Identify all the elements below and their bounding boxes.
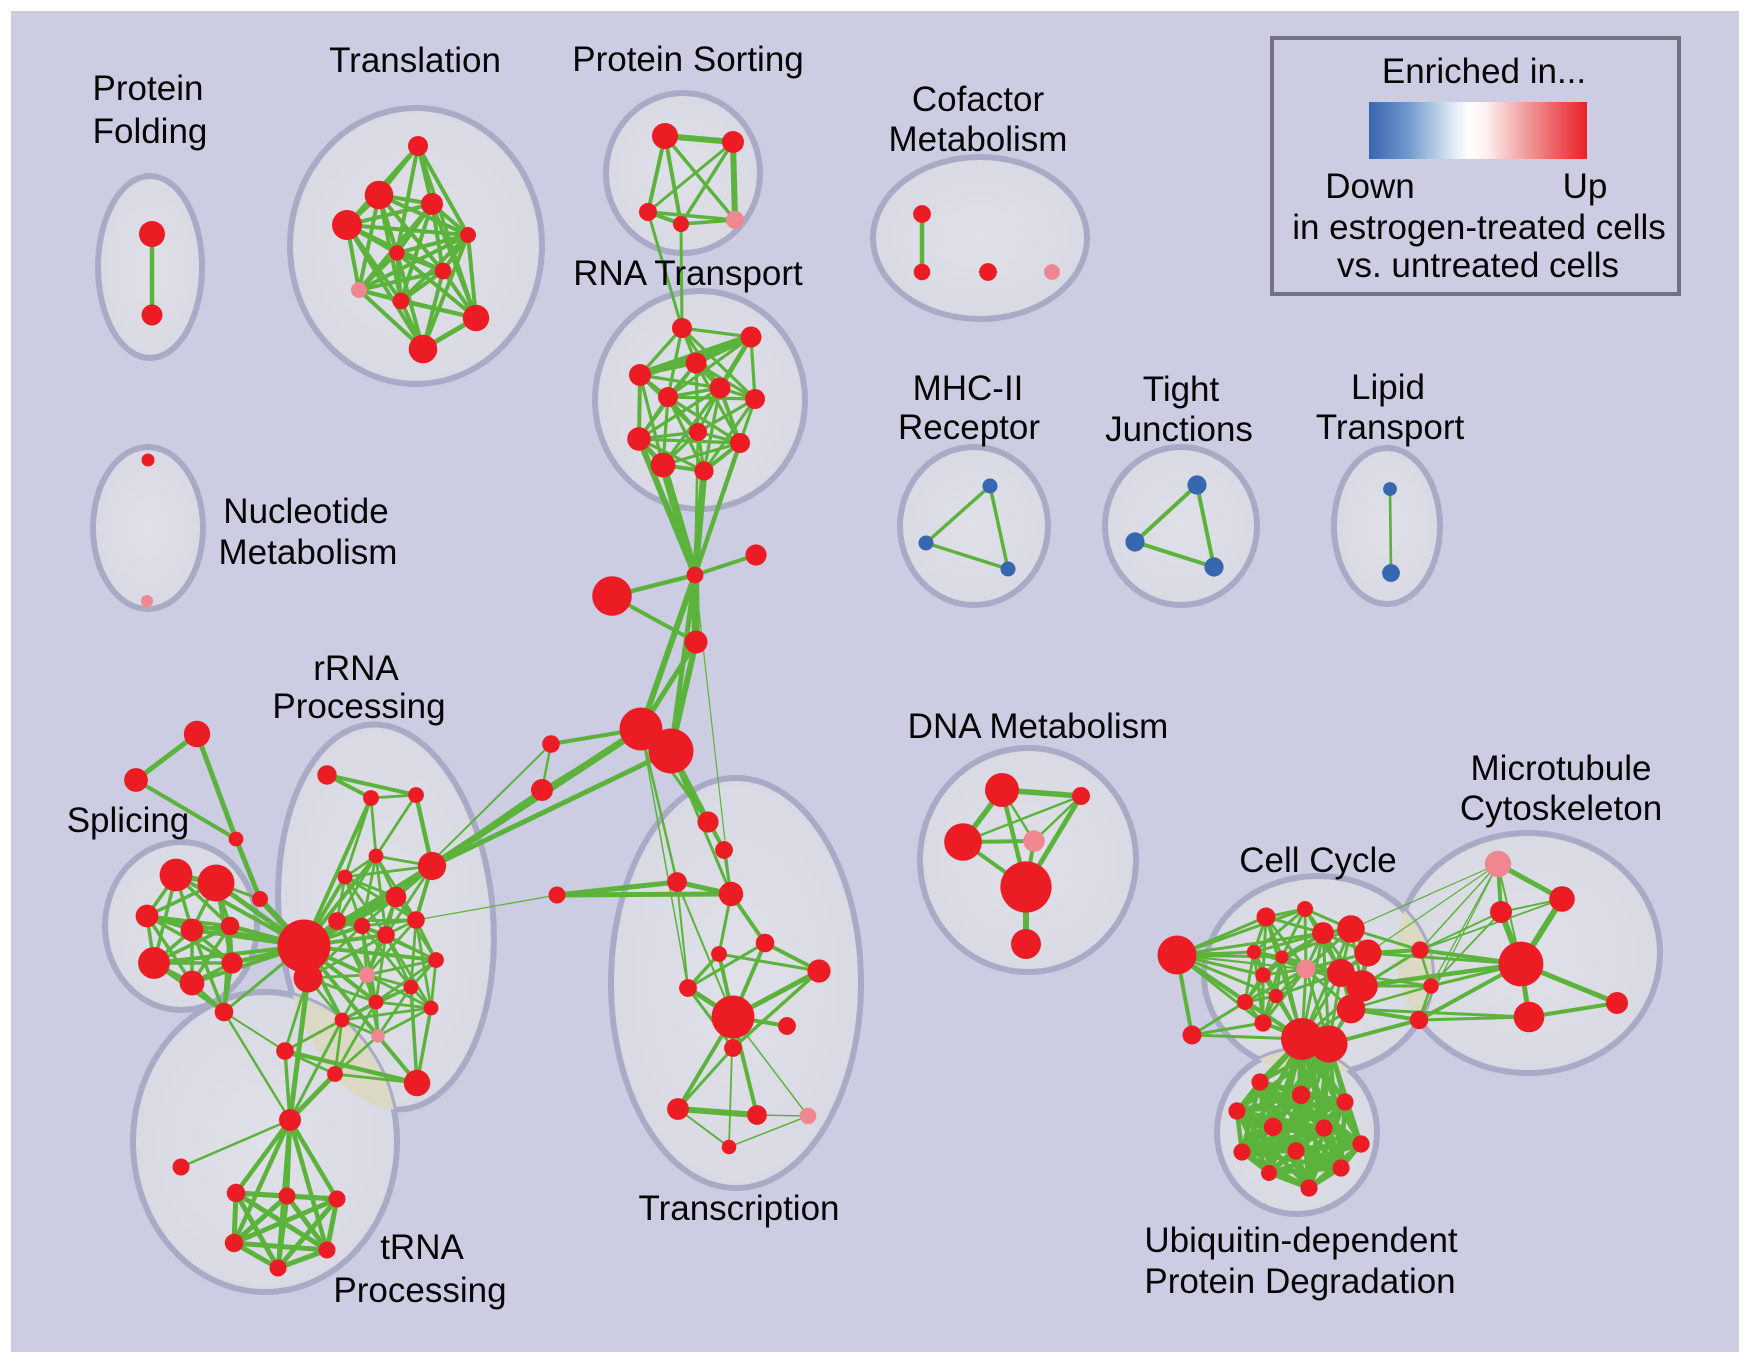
svg-text:Processing: Processing (333, 1271, 506, 1310)
svg-text:Nucleotide: Nucleotide (223, 492, 388, 531)
svg-text:MHC-II: MHC-II (913, 369, 1024, 408)
svg-text:Cell Cycle: Cell Cycle (1239, 841, 1397, 880)
svg-text:DNA Metabolism: DNA Metabolism (908, 707, 1169, 746)
svg-text:Transport: Transport (1316, 408, 1465, 447)
svg-text:Folding: Folding (93, 112, 208, 151)
svg-text:Cytoskeleton: Cytoskeleton (1460, 789, 1662, 828)
svg-text:Metabolism: Metabolism (889, 120, 1068, 159)
svg-text:rRNA: rRNA (313, 649, 399, 688)
svg-text:Up: Up (1563, 167, 1608, 206)
svg-text:tRNA: tRNA (380, 1228, 464, 1267)
svg-text:Receptor: Receptor (898, 408, 1040, 447)
svg-text:Enriched in...: Enriched in... (1382, 52, 1586, 91)
svg-text:RNA Transport: RNA Transport (573, 254, 803, 293)
svg-text:vs. untreated cells: vs. untreated cells (1337, 246, 1619, 285)
svg-text:Protein Sorting: Protein Sorting (572, 40, 804, 79)
svg-text:Metabolism: Metabolism (219, 533, 398, 572)
svg-text:Splicing: Splicing (67, 801, 190, 840)
svg-text:Cofactor: Cofactor (912, 80, 1045, 119)
svg-text:Microtubule: Microtubule (1471, 749, 1652, 788)
svg-text:Ubiquitin-dependent: Ubiquitin-dependent (1144, 1221, 1458, 1260)
svg-text:Tight: Tight (1143, 370, 1220, 409)
svg-text:Processing: Processing (272, 687, 445, 726)
svg-text:Lipid: Lipid (1351, 368, 1425, 407)
svg-text:Protein: Protein (93, 69, 204, 108)
svg-text:Down: Down (1325, 167, 1414, 206)
svg-text:in estrogen-treated cells: in estrogen-treated cells (1292, 208, 1666, 247)
svg-text:Junctions: Junctions (1105, 410, 1253, 449)
svg-text:Translation: Translation (329, 41, 501, 80)
svg-text:Protein Degradation: Protein Degradation (1144, 1262, 1455, 1301)
svg-text:Transcription: Transcription (639, 1189, 840, 1228)
